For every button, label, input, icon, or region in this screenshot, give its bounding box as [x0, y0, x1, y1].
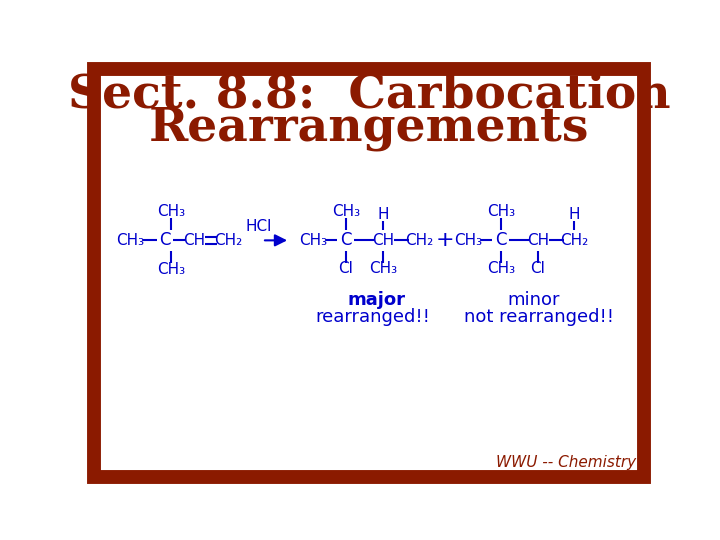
- Text: HCl: HCl: [246, 219, 272, 234]
- Text: CH: CH: [184, 233, 206, 248]
- Text: CH₂: CH₂: [214, 233, 242, 248]
- Text: CH₃: CH₃: [157, 204, 186, 219]
- Text: CH₃: CH₃: [299, 233, 328, 248]
- Text: WWU -- Chemistry: WWU -- Chemistry: [496, 455, 636, 470]
- Text: CH: CH: [372, 233, 394, 248]
- Text: Cl: Cl: [338, 261, 354, 276]
- Text: CH₃: CH₃: [487, 261, 515, 276]
- Text: CH₃: CH₃: [369, 261, 397, 276]
- Text: +: +: [436, 231, 454, 251]
- Text: CH: CH: [527, 233, 549, 248]
- Text: not rearranged!!: not rearranged!!: [464, 308, 614, 326]
- Text: Sect. 8.8:  Carbocation: Sect. 8.8: Carbocation: [68, 71, 670, 117]
- Text: CH₃: CH₃: [332, 204, 360, 219]
- Text: C: C: [159, 231, 171, 249]
- Text: CH₂: CH₂: [405, 233, 433, 248]
- Text: Rearrangements: Rearrangements: [149, 105, 589, 151]
- Text: minor: minor: [507, 291, 559, 309]
- Text: CH₃: CH₃: [116, 233, 145, 248]
- Text: C: C: [340, 231, 351, 249]
- Text: C: C: [495, 231, 506, 249]
- Text: CH₂: CH₂: [560, 233, 588, 248]
- Text: CH₃: CH₃: [487, 204, 515, 219]
- Text: rearranged!!: rearranged!!: [315, 308, 431, 326]
- Text: major: major: [348, 291, 406, 309]
- Text: CH₃: CH₃: [454, 233, 482, 248]
- Text: CH₃: CH₃: [157, 262, 186, 277]
- Text: H: H: [569, 207, 580, 222]
- Text: H: H: [377, 207, 389, 222]
- Text: Cl: Cl: [531, 261, 545, 276]
